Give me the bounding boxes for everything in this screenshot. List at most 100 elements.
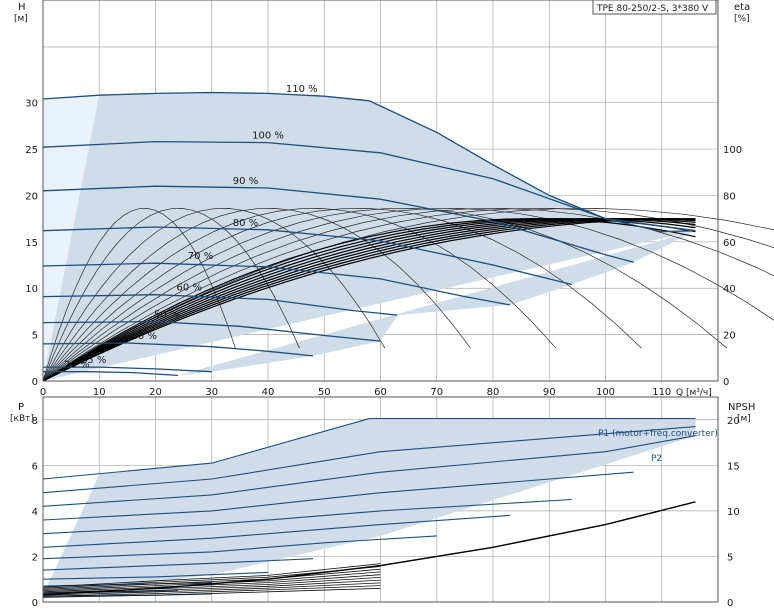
speed-curve-label: 40 % bbox=[132, 331, 157, 342]
npsh-curve-family bbox=[42, 568, 381, 590]
power-tick-label: 0 bbox=[32, 598, 38, 609]
eta-tick-label: 100 bbox=[723, 145, 742, 156]
x-tick-label: 60 bbox=[374, 387, 387, 398]
title-box-text: TPE 80-250/2-S, 3*380 V bbox=[596, 4, 709, 14]
eta-tick-label: 60 bbox=[723, 238, 736, 249]
x-tick-label: 90 bbox=[543, 387, 556, 398]
npsh-curve-family bbox=[42, 587, 381, 598]
power-curve bbox=[42, 571, 269, 580]
speed-curve-label: 90 % bbox=[233, 176, 258, 187]
speed-curve bbox=[42, 185, 634, 263]
power-curve bbox=[42, 498, 572, 535]
power-tick-label: 4 bbox=[32, 507, 38, 518]
power-npsh-panel: 0 2 4 6 8 0 5 10 15 20 bbox=[32, 396, 740, 609]
head-tick-label: 5 bbox=[32, 331, 38, 342]
head-tick-label: 0 bbox=[32, 377, 38, 388]
power-curve bbox=[42, 471, 634, 521]
power-curve bbox=[42, 514, 510, 548]
speed-curve bbox=[42, 342, 314, 357]
x-tick-label: 10 bbox=[93, 387, 106, 398]
speed-curve-label: 70 % bbox=[188, 251, 213, 262]
top-left-axis-label: H bbox=[18, 2, 26, 13]
speed-curve bbox=[42, 140, 696, 232]
bottom-left-axis-unit: [кВт] bbox=[10, 414, 34, 424]
top-right-axis-unit: [%] bbox=[734, 14, 750, 24]
efficiency-curve bbox=[42, 208, 774, 382]
p2-annotation: P2 bbox=[651, 454, 662, 464]
speed-curve-label: 100 % bbox=[252, 131, 284, 142]
efficiency-curve-main bbox=[42, 218, 696, 382]
power-curve bbox=[42, 418, 696, 480]
head-tick-label: 30 bbox=[25, 99, 38, 110]
power-curve bbox=[42, 435, 696, 507]
efficiency-curve-main bbox=[42, 218, 696, 382]
power-tick-label: 6 bbox=[32, 461, 38, 472]
head-tick-label: 10 bbox=[25, 284, 38, 295]
speed-curve bbox=[42, 226, 572, 286]
bottom-right-axis-label: NPSH bbox=[728, 402, 755, 413]
top-left-axis-unit: [м] bbox=[14, 14, 28, 24]
speed-curve-label: 50 % bbox=[154, 310, 179, 321]
efficiency-curve-main bbox=[42, 217, 696, 382]
head-tick-label: 15 bbox=[25, 238, 38, 249]
head-tick-label: 25 bbox=[25, 145, 38, 156]
power-curve bbox=[42, 535, 437, 560]
x-tick-label: 20 bbox=[149, 387, 162, 398]
x-tick-label: 110 bbox=[652, 387, 671, 398]
x-tick-label: 30 bbox=[205, 387, 218, 398]
npsh-curve-family bbox=[42, 585, 381, 597]
x-tick-label: 40 bbox=[262, 387, 275, 398]
npsh-tick-label: 15 bbox=[727, 461, 740, 472]
speed-curve-label: 110 % bbox=[286, 84, 318, 95]
npsh-curve-family bbox=[42, 563, 381, 588]
eta-tick-label: 80 bbox=[723, 191, 736, 202]
efficiency-curve bbox=[42, 208, 236, 382]
eta-tick-label: 0 bbox=[723, 377, 729, 388]
speed-curve-label: 80 % bbox=[233, 218, 258, 229]
speed-curve bbox=[42, 320, 381, 342]
npsh-tick-label: 10 bbox=[727, 507, 740, 518]
speed-curve-label: 25 % bbox=[81, 355, 106, 366]
x-axis-label: Q [м³/ч] bbox=[676, 388, 712, 398]
npsh-tick-label: 20 bbox=[727, 416, 740, 427]
npsh-curve-family bbox=[42, 582, 381, 596]
top-plot-border bbox=[42, 0, 719, 382]
eta-tick-label: 40 bbox=[723, 284, 736, 295]
bottom-right-axis-unit: [м] bbox=[737, 414, 751, 424]
head-efficiency-panel: 0 10 20 30 40 50 60 70 80 90 100 110 0 5 10 15 20 25 30 0 20… bbox=[25, 0, 774, 398]
head-tick-label: 20 bbox=[25, 191, 38, 202]
eta-tick-label: 20 bbox=[723, 331, 736, 342]
x-tick-label: 80 bbox=[487, 387, 500, 398]
bottom-left-axis-label: P bbox=[18, 402, 24, 413]
efficiency-curve bbox=[42, 208, 642, 382]
speed-curve-label: 60 % bbox=[177, 283, 202, 294]
efficiency-curve bbox=[42, 208, 471, 382]
envelope-light-zone bbox=[43, 95, 100, 381]
p1-annotation: P1 (motor+freq.converter) bbox=[598, 429, 718, 439]
speed-curve bbox=[42, 262, 511, 306]
power-envelope-cut bbox=[43, 474, 100, 596]
x-tick-label: 0 bbox=[40, 387, 46, 398]
top-right-axis-label: eta bbox=[734, 2, 750, 13]
efficiency-curve-main bbox=[42, 218, 696, 382]
npsh-curve bbox=[42, 501, 696, 596]
x-tick-label: 70 bbox=[430, 387, 443, 398]
speed-curve bbox=[42, 294, 398, 316]
title-box bbox=[592, 0, 717, 15]
efficiency-curve bbox=[42, 208, 728, 382]
x-tick-label: 100 bbox=[596, 387, 615, 398]
efficiency-curve bbox=[42, 208, 774, 382]
speed-curve-label: 20 % bbox=[64, 360, 89, 371]
npsh-curve-family bbox=[42, 574, 381, 593]
bottom-plot-border bbox=[42, 396, 719, 603]
power-curve bbox=[42, 426, 696, 494]
efficiency-curve bbox=[42, 208, 557, 382]
efficiency-curve bbox=[42, 208, 774, 382]
speed-curve bbox=[43, 366, 212, 373]
npsh-tick-label: 0 bbox=[727, 598, 733, 609]
power-tick-label: 8 bbox=[32, 416, 38, 427]
power-curve bbox=[42, 558, 314, 571]
speed-curve bbox=[43, 371, 179, 377]
npsh-tick-label: 5 bbox=[727, 552, 733, 563]
